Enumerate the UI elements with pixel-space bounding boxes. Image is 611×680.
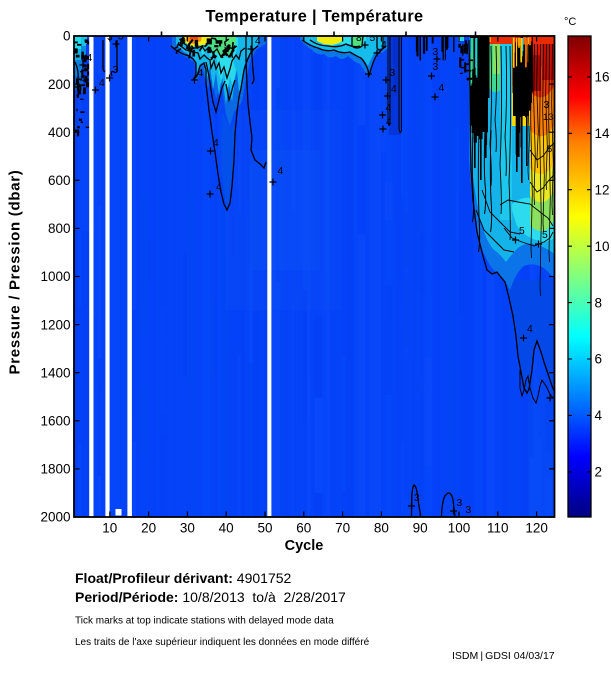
svg-text:3: 3 [457,498,463,509]
svg-text:120: 120 [525,521,548,536]
svg-text:Pressure / Pression (dbar): Pressure / Pression (dbar) [7,170,24,375]
svg-text:4: 4 [278,166,284,177]
svg-text:Temperature | Température: Temperature | Température [206,7,424,25]
svg-text:1000: 1000 [40,269,70,284]
svg-text:4: 4 [87,53,93,64]
svg-text:2000: 2000 [40,510,70,525]
svg-text:3: 3 [390,68,396,79]
svg-text:3: 3 [118,32,124,43]
svg-text:4: 4 [391,84,397,95]
svg-text:2: 2 [595,465,603,480]
svg-text:1200: 1200 [40,317,70,332]
svg-text:4: 4 [216,182,222,193]
svg-text:10: 10 [595,239,610,254]
svg-text:4: 4 [80,74,86,85]
svg-text:4: 4 [198,68,204,79]
svg-text:600: 600 [48,173,71,188]
svg-text:4: 4 [99,78,105,89]
svg-text:3: 3 [544,100,550,111]
svg-text:5: 5 [519,226,525,237]
svg-text:4: 4 [439,83,445,94]
svg-text:4: 4 [386,117,392,128]
svg-text:8: 8 [595,295,603,310]
svg-text:200: 200 [48,77,71,92]
svg-text:110: 110 [487,521,509,536]
svg-text:14: 14 [595,126,611,141]
svg-text:1600: 1600 [40,414,70,429]
svg-text:16: 16 [595,70,610,85]
svg-text:5: 5 [370,33,376,44]
svg-text:400: 400 [48,125,71,140]
svg-text:3: 3 [414,493,420,504]
svg-text:°C: °C [564,16,576,28]
svg-text:3: 3 [466,505,472,516]
svg-text:1800: 1800 [40,462,70,477]
svg-text:80: 80 [374,521,389,536]
svg-text:3: 3 [113,65,119,76]
svg-text:5: 5 [547,144,552,155]
svg-text:8: 8 [356,33,362,44]
svg-text:12: 12 [595,182,610,197]
svg-text:Tick marks at top indicate sta: Tick marks at top indicate stations with… [75,616,334,627]
svg-text:3: 3 [433,62,439,73]
svg-text:800: 800 [48,221,71,236]
svg-text:6: 6 [595,352,603,367]
svg-text:4: 4 [595,408,603,423]
svg-text:30: 30 [180,521,195,536]
svg-text:4: 4 [386,103,392,114]
svg-text:100: 100 [448,521,471,536]
svg-text:10: 10 [102,521,117,536]
svg-text:Period/Période: 10/8/2013 to/: Period/Période: 10/8/2013 to/à 2/28/2017 [75,589,346,605]
svg-text:Les traits de l'axe supérieur: Les traits de l'axe supérieur indiquent … [75,637,370,648]
svg-text:5: 5 [542,230,548,241]
svg-text:70: 70 [335,521,350,536]
svg-text:3: 3 [433,47,439,58]
svg-text:4: 4 [527,324,533,335]
svg-text:40: 40 [219,521,234,536]
svg-text:1400: 1400 [40,365,70,380]
svg-text:4: 4 [213,138,219,149]
svg-text:50: 50 [257,521,272,536]
svg-text:4: 4 [255,36,261,47]
svg-text:90: 90 [413,521,428,536]
svg-text:Cycle: Cycle [285,538,324,554]
svg-text:0: 0 [63,29,71,44]
svg-text:4: 4 [381,40,387,51]
svg-text:ISDM | GDSI 04/03/17: ISDM | GDSI 04/03/17 [452,650,555,662]
svg-text:13: 13 [543,112,554,123]
svg-text:20: 20 [141,521,156,536]
svg-text:Float/Profileur dérivant: 4901: Float/Profileur dérivant: 4901752 [75,570,292,586]
svg-text:60: 60 [296,521,311,536]
